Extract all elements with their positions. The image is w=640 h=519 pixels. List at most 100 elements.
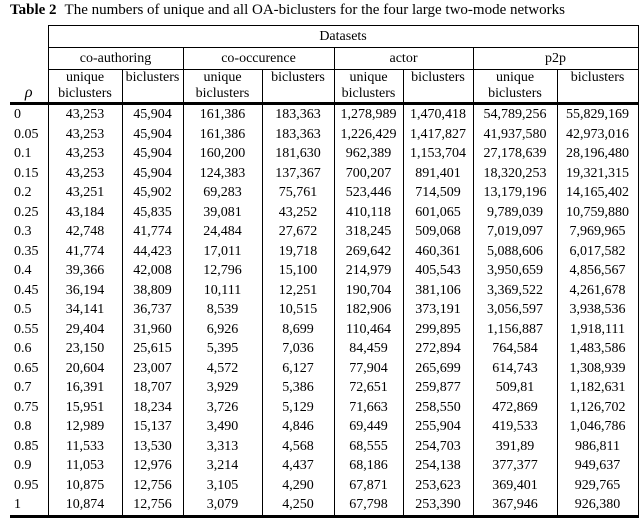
table-row: 0.45 36,194 38,809 10,111 12,251 190,704 381,1… [10, 280, 639, 300]
group-header-co-authoring: co-authoring [47, 47, 184, 70]
value-cell: 8,699 [262, 319, 335, 339]
value-cell: 41,774 [48, 241, 123, 261]
value-cell: 75,761 [262, 183, 335, 203]
value-cell: 272,894 [403, 339, 474, 359]
value-cell: 7,019,097 [473, 222, 558, 242]
table-row: 0.5 34,141 36,737 8,539 10,515 182,906 373,191… [10, 300, 639, 320]
rho-value: 0.1 [10, 144, 49, 164]
value-cell: 254,703 [403, 436, 474, 456]
rho-value: 0.65 [10, 358, 49, 378]
value-cell: 39,366 [48, 261, 123, 281]
table-row: 0.35 41,774 44,423 17,011 19,718 269,642 460,3… [10, 241, 639, 261]
value-cell: 12,796 [183, 261, 263, 281]
value-cell: 1,156,887 [473, 319, 558, 339]
rho-value: 0.85 [10, 436, 49, 456]
value-cell: 764,584 [473, 339, 558, 359]
value-cell: 13,530 [122, 436, 184, 456]
value-cell: 15,951 [48, 397, 123, 417]
value-cell: 19,718 [262, 241, 335, 261]
value-cell: 11,533 [48, 436, 123, 456]
value-cell: 45,904 [122, 163, 184, 183]
value-cell: 38,809 [122, 280, 184, 300]
group-header-row: co-authoring co-occurence actor p2p [10, 47, 639, 70]
table-caption-label: Table 2 [10, 2, 57, 18]
table-row: 0.1 43,253 45,904 160,200 181,630 962,389 1,15… [10, 144, 639, 164]
rho-value: 0.2 [10, 183, 49, 203]
value-cell: 926,380 [557, 495, 639, 518]
value-cell: 254,138 [403, 456, 474, 476]
value-cell: 69,449 [334, 417, 404, 437]
value-cell: 45,904 [122, 124, 184, 144]
rho-value: 0.9 [10, 456, 49, 476]
table-row: 0.4 39,366 42,008 12,796 15,100 214,979 405,54… [10, 261, 639, 281]
value-cell: 299,895 [403, 319, 474, 339]
value-cell: 6,017,582 [557, 241, 639, 261]
value-cell: 43,253 [48, 163, 123, 183]
value-cell: 214,979 [334, 261, 404, 281]
value-cell: 45,904 [122, 103, 184, 125]
value-cell: 43,253 [48, 103, 123, 125]
value-cell: 523,446 [334, 183, 404, 203]
value-cell: 161,386 [183, 103, 263, 125]
value-cell: 4,261,678 [557, 280, 639, 300]
value-cell: 6,926 [183, 319, 263, 339]
value-cell: 4,856,567 [557, 261, 639, 281]
value-cell: 181,630 [262, 144, 335, 164]
value-cell: 12,251 [262, 280, 335, 300]
rho-value: 0.95 [10, 475, 49, 495]
group-header-p2p: p2p [472, 47, 639, 70]
value-cell: 45,902 [122, 183, 184, 203]
value-cell: 124,383 [183, 163, 263, 183]
value-cell: 1,308,939 [557, 358, 639, 378]
value-cell: 160,200 [183, 144, 263, 164]
value-cell: 190,704 [334, 280, 404, 300]
value-cell: 28,196,480 [557, 144, 639, 164]
value-cell: 377,377 [473, 456, 558, 476]
value-cell: 3,938,536 [557, 300, 639, 320]
subheader-biclusters: biclusters [556, 69, 639, 105]
value-cell: 20,604 [48, 358, 123, 378]
value-cell: 69,283 [183, 183, 263, 203]
value-cell: 183,363 [262, 124, 335, 144]
value-cell: 269,642 [334, 241, 404, 261]
value-cell: 1,483,586 [557, 339, 639, 359]
value-cell: 27,672 [262, 222, 335, 242]
value-cell: 12,976 [122, 456, 184, 476]
subheader-unique: unique biclusters [333, 69, 404, 105]
table-row: 1 10,874 12,756 3,079 4,250 67,798 253,390 367,… [10, 495, 639, 518]
value-cell: 3,726 [183, 397, 263, 417]
value-cell: 15,100 [262, 261, 335, 281]
value-cell: 10,759,880 [557, 202, 639, 222]
value-cell: 472,869 [473, 397, 558, 417]
value-cell: 1,126,702 [557, 397, 639, 417]
value-cell: 509,81 [473, 378, 558, 398]
value-cell: 986,811 [557, 436, 639, 456]
table-row: 0.3 42,748 41,774 24,484 27,672 318,245 509,06… [10, 222, 639, 242]
value-cell: 7,036 [262, 339, 335, 359]
value-cell: 4,250 [262, 495, 335, 518]
biclusters-table: ρ Datasets co-authoring co-occurence act… [10, 25, 639, 518]
value-cell: 253,390 [403, 495, 474, 518]
value-cell: 614,743 [473, 358, 558, 378]
table-row: 0.55 29,404 31,960 6,926 8,699 110,464 299,895… [10, 319, 639, 339]
value-cell: 11,053 [48, 456, 123, 476]
rho-value: 0.4 [10, 261, 49, 281]
value-cell: 258,550 [403, 397, 474, 417]
value-cell: 714,509 [403, 183, 474, 203]
value-cell: 34,141 [48, 300, 123, 320]
table-row: 0.15 43,253 45,904 124,383 137,367 700,207 891… [10, 163, 639, 183]
value-cell: 10,875 [48, 475, 123, 495]
value-cell: 27,178,639 [473, 144, 558, 164]
value-cell: 410,118 [334, 202, 404, 222]
value-cell: 373,191 [403, 300, 474, 320]
value-cell: 5,386 [262, 378, 335, 398]
value-cell: 700,207 [334, 163, 404, 183]
rho-value: 0 [10, 103, 49, 125]
value-cell: 183,363 [262, 103, 335, 125]
value-cell: 10,111 [183, 280, 263, 300]
group-header-co-occurence: co-occurence [182, 47, 335, 70]
rho-value: 0.15 [10, 163, 49, 183]
value-cell: 367,946 [473, 495, 558, 518]
value-cell: 259,877 [403, 378, 474, 398]
subheader-row: unique biclusters biclusters unique bicl… [10, 69, 639, 105]
